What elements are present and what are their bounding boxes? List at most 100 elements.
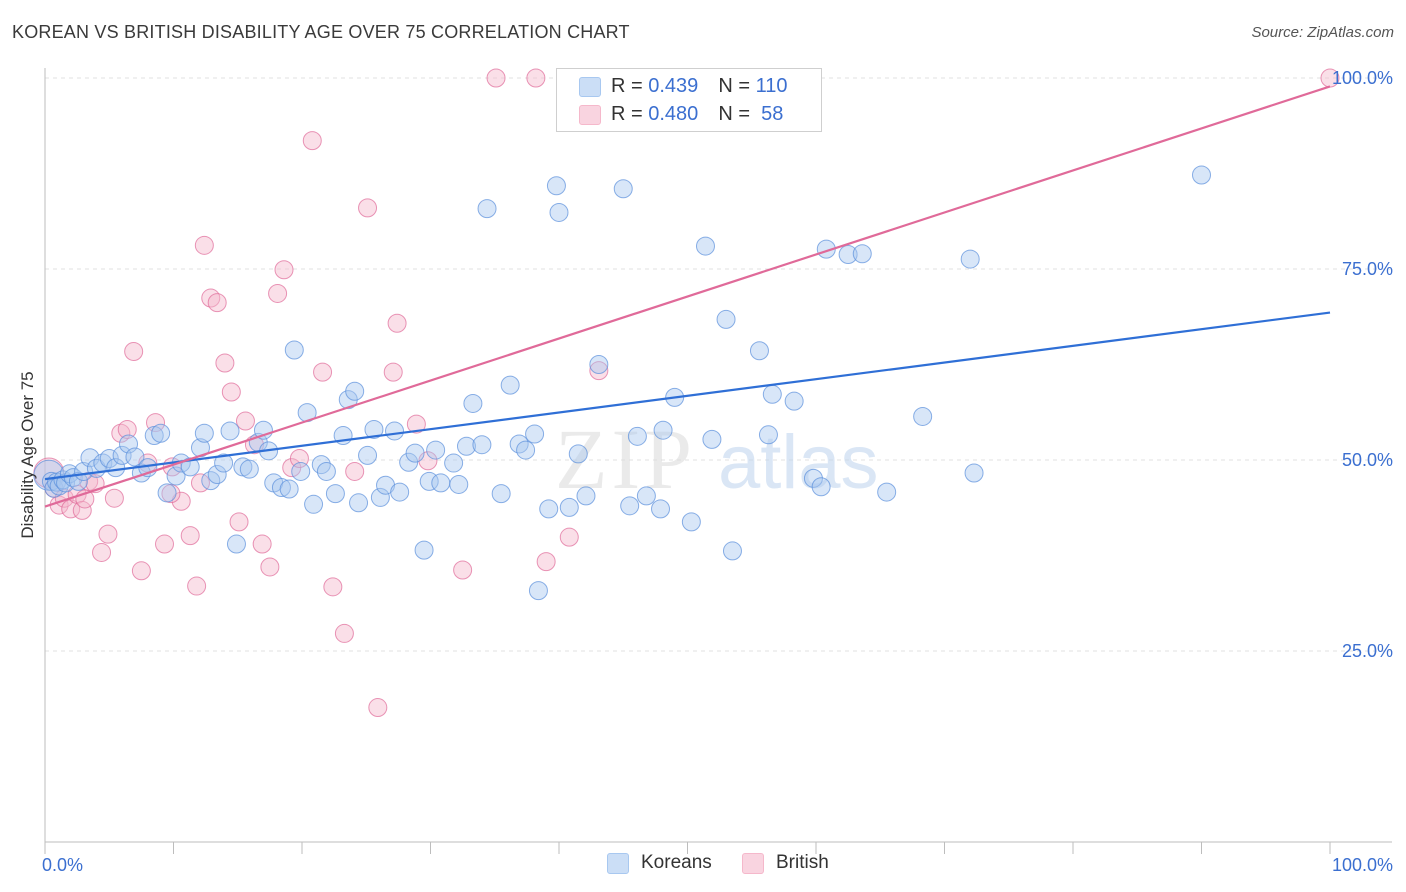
korean-point (426, 440, 446, 460)
british-point (323, 577, 343, 597)
korean-point (913, 406, 933, 426)
korean-point (589, 355, 609, 374)
korean-point (68, 471, 88, 491)
korean-point (681, 512, 701, 532)
source-credit: Source: ZipAtlas.com (1251, 24, 1394, 41)
korean-point (491, 484, 511, 504)
korean-point (463, 393, 483, 413)
legend-item-british[interactable]: British (742, 852, 829, 874)
korean-point (516, 440, 536, 460)
british-point (252, 534, 272, 554)
korean-point (695, 236, 715, 256)
korean-point (964, 463, 984, 483)
korean-point (722, 541, 742, 561)
korean-point (477, 199, 497, 219)
korean-point (358, 445, 378, 465)
korean-point (653, 420, 673, 440)
british-point (155, 534, 175, 554)
watermark: ZIP atlas (555, 411, 879, 507)
korean-point (414, 540, 434, 560)
british-point (383, 362, 403, 382)
korean-point (226, 534, 246, 554)
legend-r-value: 0.480 (648, 102, 699, 125)
british-point (235, 411, 255, 431)
legend-n-label: N = (718, 74, 756, 97)
korean-point (405, 443, 425, 463)
axes (44, 68, 1392, 854)
legend-swatch-koreans (579, 77, 601, 97)
korean-point (291, 461, 311, 481)
korean-point (758, 425, 778, 445)
korean-point (316, 461, 336, 481)
korean-point (239, 459, 259, 479)
british-point (215, 353, 235, 373)
legend-n-value: 58 (755, 102, 784, 125)
legend-item-koreans[interactable]: Koreans (607, 852, 712, 874)
british-point (221, 382, 241, 402)
korean-point (549, 202, 569, 222)
korean-point (811, 477, 831, 497)
korean-points (33, 165, 1211, 601)
korean-point (345, 381, 365, 401)
korean-point (877, 482, 897, 502)
british-point (536, 552, 556, 572)
british-point (486, 68, 506, 88)
british-point (345, 461, 365, 481)
korean-point (271, 478, 291, 498)
british-point (124, 342, 144, 362)
legend-n-value: 110 (755, 74, 788, 97)
korean-point (716, 309, 736, 329)
korean-point (1192, 165, 1211, 185)
watermark-atlas: atlas (718, 420, 879, 505)
british-point (453, 560, 473, 580)
trend-line-british (44, 85, 1331, 508)
legend-label-koreans: Koreans (641, 852, 712, 873)
korean-point (500, 375, 520, 395)
legend-swatch-british (579, 105, 601, 125)
british-point (274, 260, 294, 280)
korean-point (99, 448, 119, 468)
korean-point (449, 474, 469, 494)
korean-point (456, 436, 476, 456)
korean-point (385, 421, 405, 441)
korean-point (304, 494, 324, 514)
korean-point (636, 486, 656, 506)
chart-title: KOREAN VS BRITISH DISABILITY AGE OVER 75… (12, 22, 630, 42)
korean-point (279, 479, 299, 499)
korean-point (364, 419, 384, 439)
british-point (117, 419, 137, 439)
british-point (187, 576, 207, 596)
korean-point (157, 483, 177, 503)
british-point (406, 414, 426, 434)
british-point (180, 526, 200, 546)
british-point (268, 283, 288, 303)
legend-n-label: N = (718, 102, 756, 125)
trend-line-koreans (44, 311, 1331, 481)
legend-r-label: R = (611, 74, 649, 97)
korean-point (525, 424, 545, 444)
gridlines (45, 77, 1392, 652)
y-tick-label: 25.0% (1342, 641, 1393, 661)
british-point (589, 361, 609, 381)
korean-point (390, 482, 410, 502)
british-point (526, 68, 546, 88)
british-point (104, 488, 124, 508)
y-axis-label: Disability Age Over 75 (18, 371, 37, 539)
korean-point (431, 473, 451, 493)
british-point (260, 557, 280, 577)
x-tick-label: 100.0% (1332, 855, 1393, 875)
x-tick-label: 0.0% (42, 855, 83, 875)
korean-point (284, 340, 304, 360)
legend-swatch-british (742, 852, 764, 874)
legend-row-british: R = 0.480 N = 58 (579, 101, 784, 127)
watermark-zip: ZIP (555, 411, 696, 507)
korean-point (784, 391, 804, 411)
legend-swatch-koreans (607, 852, 629, 874)
y-tick-label: 75.0% (1342, 259, 1393, 279)
korean-point (80, 448, 100, 468)
korean-point (220, 421, 240, 441)
korean-point (803, 468, 823, 488)
british-point (171, 491, 191, 511)
tick-labels: 25.0% 50.0% 75.0% 100.0% 0.0% 100.0% (42, 68, 1393, 875)
